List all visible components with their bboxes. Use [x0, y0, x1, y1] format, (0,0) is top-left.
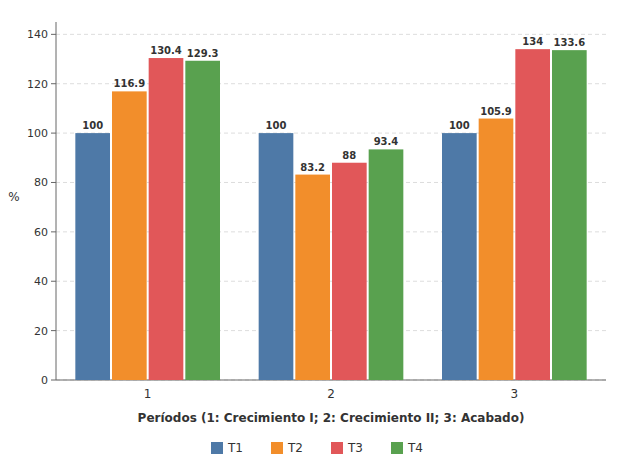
data-label: 88 — [342, 150, 356, 161]
y-tick — [51, 380, 56, 381]
data-label: 100 — [82, 120, 103, 131]
legend: T1 T2 T3 T4 — [211, 441, 423, 455]
legend-label: T1 — [227, 441, 243, 455]
bar — [185, 61, 220, 380]
y-tick-label: 0 — [41, 374, 48, 387]
legend-swatch — [331, 442, 343, 454]
y-tick-label: 60 — [34, 226, 48, 239]
data-label: 129.3 — [187, 48, 219, 59]
bar — [442, 133, 477, 380]
data-label: 100 — [266, 120, 287, 131]
legend-swatch — [211, 442, 223, 454]
data-label: 105.9 — [480, 106, 512, 117]
data-label: 130.4 — [150, 45, 182, 56]
grid — [56, 34, 606, 380]
y-tick-label: 120 — [27, 78, 48, 91]
axes: 0 20 40 60 80 100 120 140 1 2 3 — [27, 22, 606, 401]
grid-line — [56, 34, 606, 35]
y-tick — [51, 182, 56, 183]
y-axis-title: % — [8, 190, 19, 204]
y-tick-label: 80 — [34, 176, 48, 189]
data-label: 133.6 — [554, 37, 586, 48]
y-tick-label: 140 — [27, 28, 48, 41]
y-axis-line — [56, 22, 57, 380]
x-tick-label: 3 — [511, 387, 519, 401]
x-tick-label: 1 — [144, 387, 152, 401]
y-tick-label: 100 — [27, 127, 48, 140]
bar — [75, 133, 110, 380]
legend-label: T2 — [287, 441, 303, 455]
bar — [552, 50, 587, 380]
bar — [149, 58, 184, 380]
bar — [295, 175, 330, 380]
bar — [369, 149, 404, 380]
data-label: 93.4 — [374, 136, 399, 147]
data-label: 100 — [449, 120, 470, 131]
bars — [75, 49, 586, 380]
legend-label: T4 — [407, 441, 423, 455]
bar — [515, 49, 550, 380]
bar — [479, 119, 514, 380]
data-label: 134 — [522, 36, 543, 47]
chart: 020406080100120140123100100100116.983.21… — [0, 0, 626, 476]
bar — [112, 91, 147, 380]
y-tick — [51, 281, 56, 282]
legend-swatch — [391, 442, 403, 454]
data-label: 116.9 — [114, 78, 146, 89]
y-tick — [51, 133, 56, 134]
data-label: 83.2 — [300, 162, 325, 173]
bar — [259, 133, 294, 380]
bar — [332, 163, 367, 380]
y-tick — [51, 34, 56, 35]
legend-label: T3 — [347, 441, 363, 455]
y-tick — [51, 83, 56, 84]
x-tick-label: 2 — [327, 387, 335, 401]
x-axis-title: Períodos (1: Crecimiento I; 2: Crecimien… — [138, 411, 525, 425]
data-labels: 100 100 100 116.9 83.2 105.9 130.4 88 134 129.3 93… — [82, 36, 585, 172]
legend-swatch — [271, 442, 283, 454]
y-tick — [51, 231, 56, 232]
y-tick-label: 20 — [34, 325, 48, 338]
y-tick — [51, 330, 56, 331]
y-tick-label: 40 — [34, 275, 48, 288]
